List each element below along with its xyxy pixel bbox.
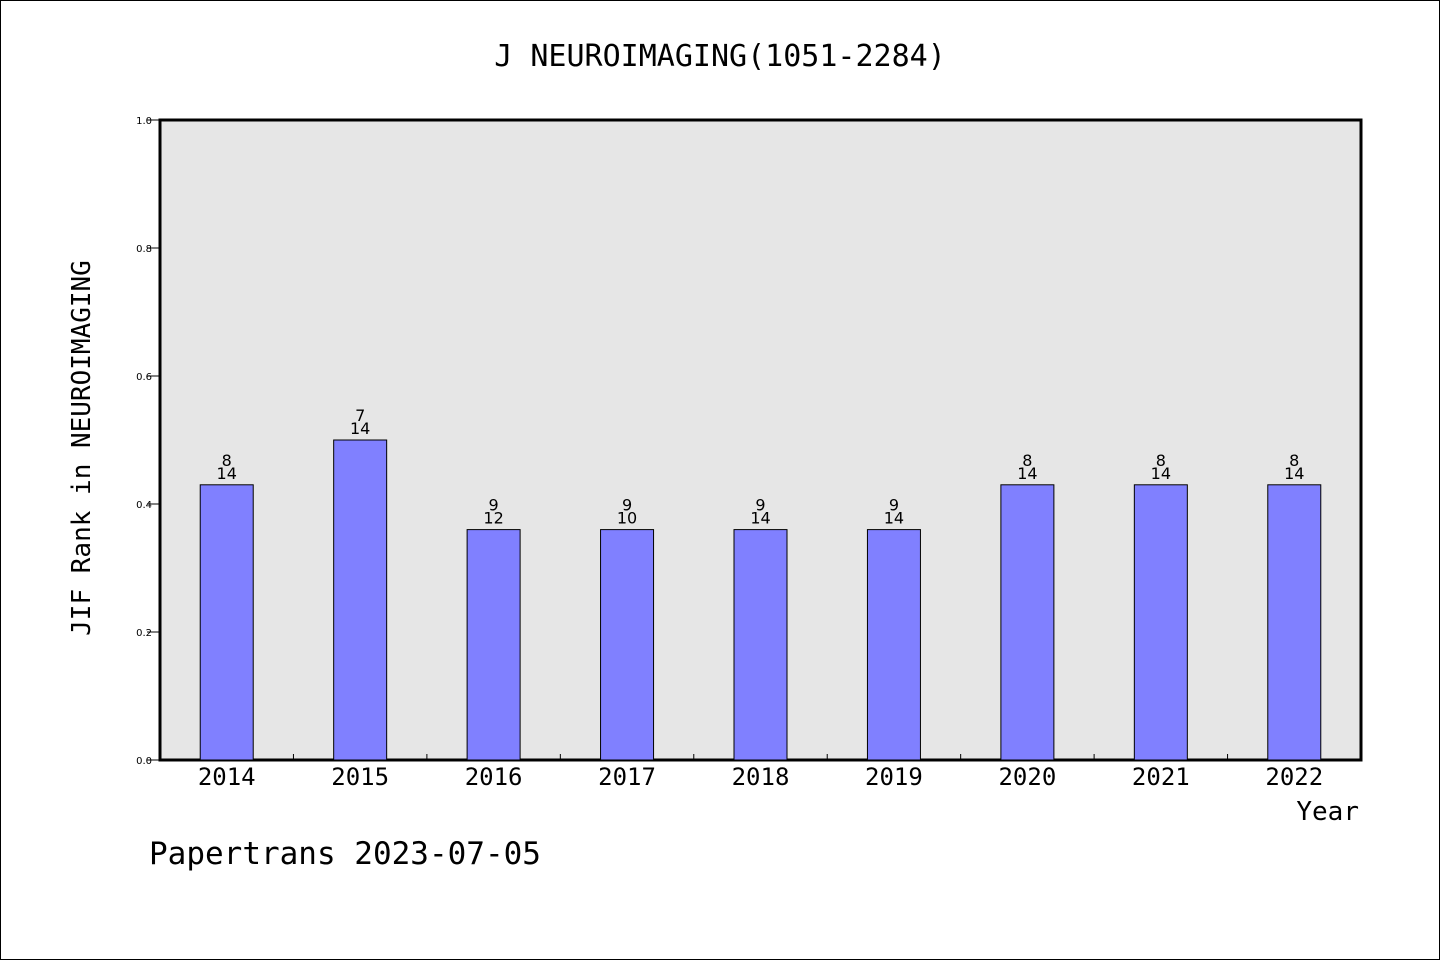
x-axis-ticks: 2014 2015 2016 2017 2018 2019 2020 2021 2022 [198, 754, 1323, 791]
bar-2016 [466, 529, 521, 761]
x-tick-label: 2014 [198, 763, 256, 791]
bar-2017 [600, 529, 655, 761]
x-tick-label: 2018 [732, 763, 790, 791]
y-axis-label: JIF Rank in NEUROIMAGING [67, 260, 97, 636]
bar-rank-label: 9 [622, 496, 632, 515]
bar-2022 [1267, 484, 1322, 761]
bar-total-label: 10 [617, 509, 637, 528]
x-tick-label: 2017 [598, 763, 656, 791]
y-tick-label: 0.8 [136, 244, 152, 255]
bar-rank-label: 9 [489, 496, 499, 515]
bar-rank-label: 8 [222, 451, 232, 470]
bar-rank-label: 8 [1156, 451, 1166, 470]
bar-total-label: 14 [350, 419, 370, 438]
bar-2015 [333, 439, 388, 761]
bar-rank-label: 8 [1289, 451, 1299, 470]
bar-2018 [733, 529, 788, 761]
bar-2014 [199, 484, 254, 761]
y-tick-label: 0.6 [136, 372, 152, 383]
footer-watermark: Papertrans 2023-07-05 [149, 836, 541, 872]
bar-rank-label: 7 [355, 406, 365, 425]
bars [199, 439, 1322, 761]
x-tick-label: 2019 [865, 763, 923, 791]
x-tick-label: 2015 [331, 763, 389, 791]
y-tick-label: 0.2 [136, 628, 152, 639]
bar-total-label: 14 [1151, 464, 1171, 483]
bar-rank-label: 9 [889, 496, 899, 515]
bar-total-label: 12 [483, 509, 503, 528]
bar-total-label: 14 [884, 509, 904, 528]
bar-rank-label: 8 [1022, 451, 1032, 470]
y-tick-label: 0.0 [136, 756, 152, 767]
bar-2019 [866, 529, 921, 761]
x-axis-label: Year [1296, 797, 1359, 827]
bar-total-label: 14 [1284, 464, 1304, 483]
bar-2020 [1000, 484, 1055, 761]
x-tick-label: 2022 [1265, 763, 1323, 791]
bar-total-label: 14 [217, 464, 237, 483]
y-tick-label: 1.0 [136, 116, 152, 127]
bar-total-label: 14 [1017, 464, 1037, 483]
y-axis-ticks: 0.0 0.2 0.4 0.6 0.8 1.0 [136, 116, 160, 767]
x-tick-label: 2021 [1132, 763, 1190, 791]
bar-total-label: 14 [750, 509, 770, 528]
chart-title: J NEUROIMAGING(1051-2284) [494, 39, 946, 74]
x-tick-label: 2016 [465, 763, 523, 791]
y-tick-label: 0.4 [136, 500, 152, 511]
x-tick-label: 2020 [998, 763, 1056, 791]
bar-2021 [1133, 484, 1188, 761]
bar-rank-label: 9 [755, 496, 765, 515]
